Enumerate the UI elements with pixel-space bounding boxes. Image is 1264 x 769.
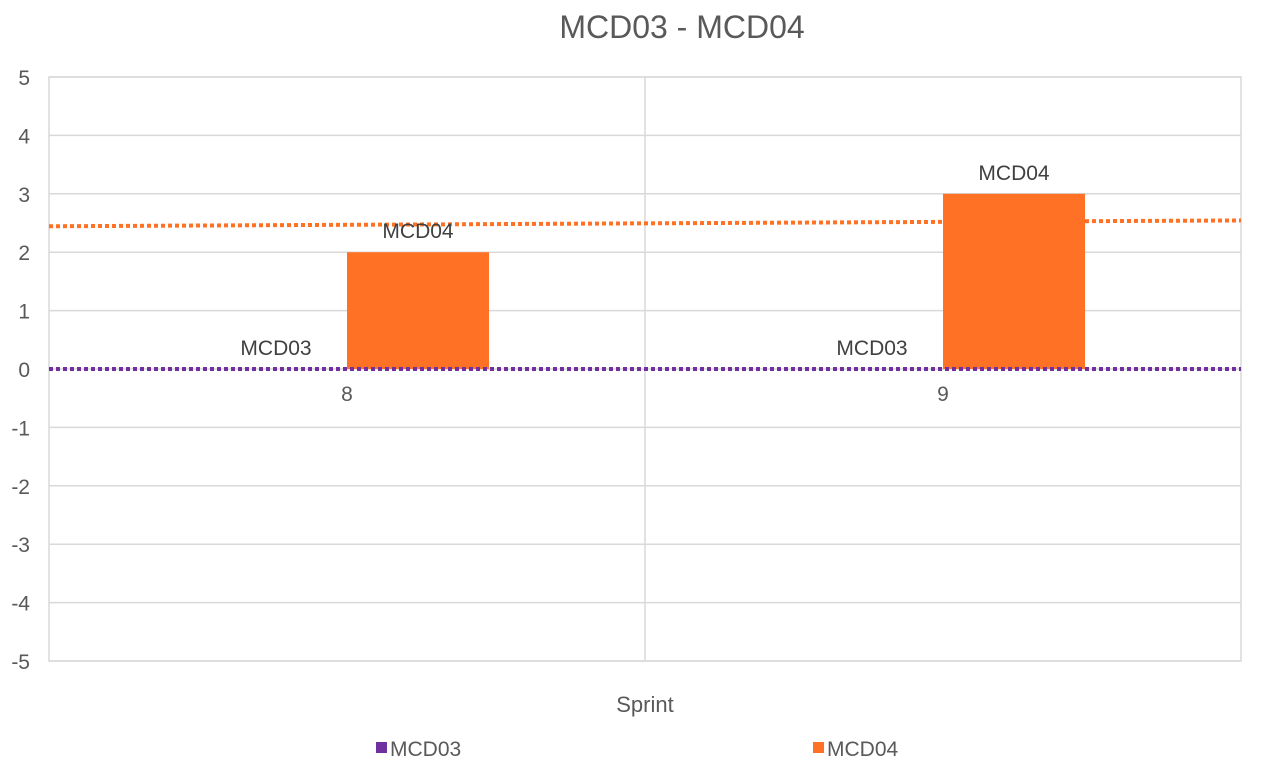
bar-mcd04-8 (347, 252, 489, 369)
y-tick-label: -5 (11, 651, 30, 674)
legend-label-mcd03: MCD03 (390, 738, 461, 761)
x-axis-title: Sprint (616, 692, 673, 717)
chart-title: MCD03 - MCD04 (559, 9, 804, 45)
data-label-mcd04: MCD04 (382, 220, 454, 243)
x-tick-label: 9 (937, 383, 949, 406)
y-tick-label: 0 (18, 359, 30, 382)
y-tick-label: -1 (11, 417, 30, 440)
data-label-mcd03: MCD03 (240, 337, 311, 360)
y-tick-label: 3 (18, 184, 30, 207)
data-label-mcd03: MCD03 (836, 337, 907, 360)
y-tick-label: -2 (11, 476, 30, 499)
x-tick-label: 8 (341, 383, 353, 406)
y-tick-label: 2 (18, 242, 30, 265)
legend-swatch-mcd04 (813, 742, 824, 753)
bar-mcd04-9 (943, 193, 1085, 369)
y-tick-label: 4 (18, 125, 30, 148)
trendline-mcd04 (48, 218, 1242, 229)
y-tick-label: 1 (18, 301, 30, 324)
y-tick-label: 5 (18, 67, 30, 90)
legend: MCD03 MCD04 (376, 738, 899, 761)
legend-swatch-mcd03 (376, 742, 387, 753)
y-tick-label: -3 (11, 534, 30, 557)
data-label-mcd04: MCD04 (978, 162, 1050, 185)
legend-label-mcd04: MCD04 (827, 738, 899, 761)
y-tick-label: -4 (11, 593, 30, 616)
